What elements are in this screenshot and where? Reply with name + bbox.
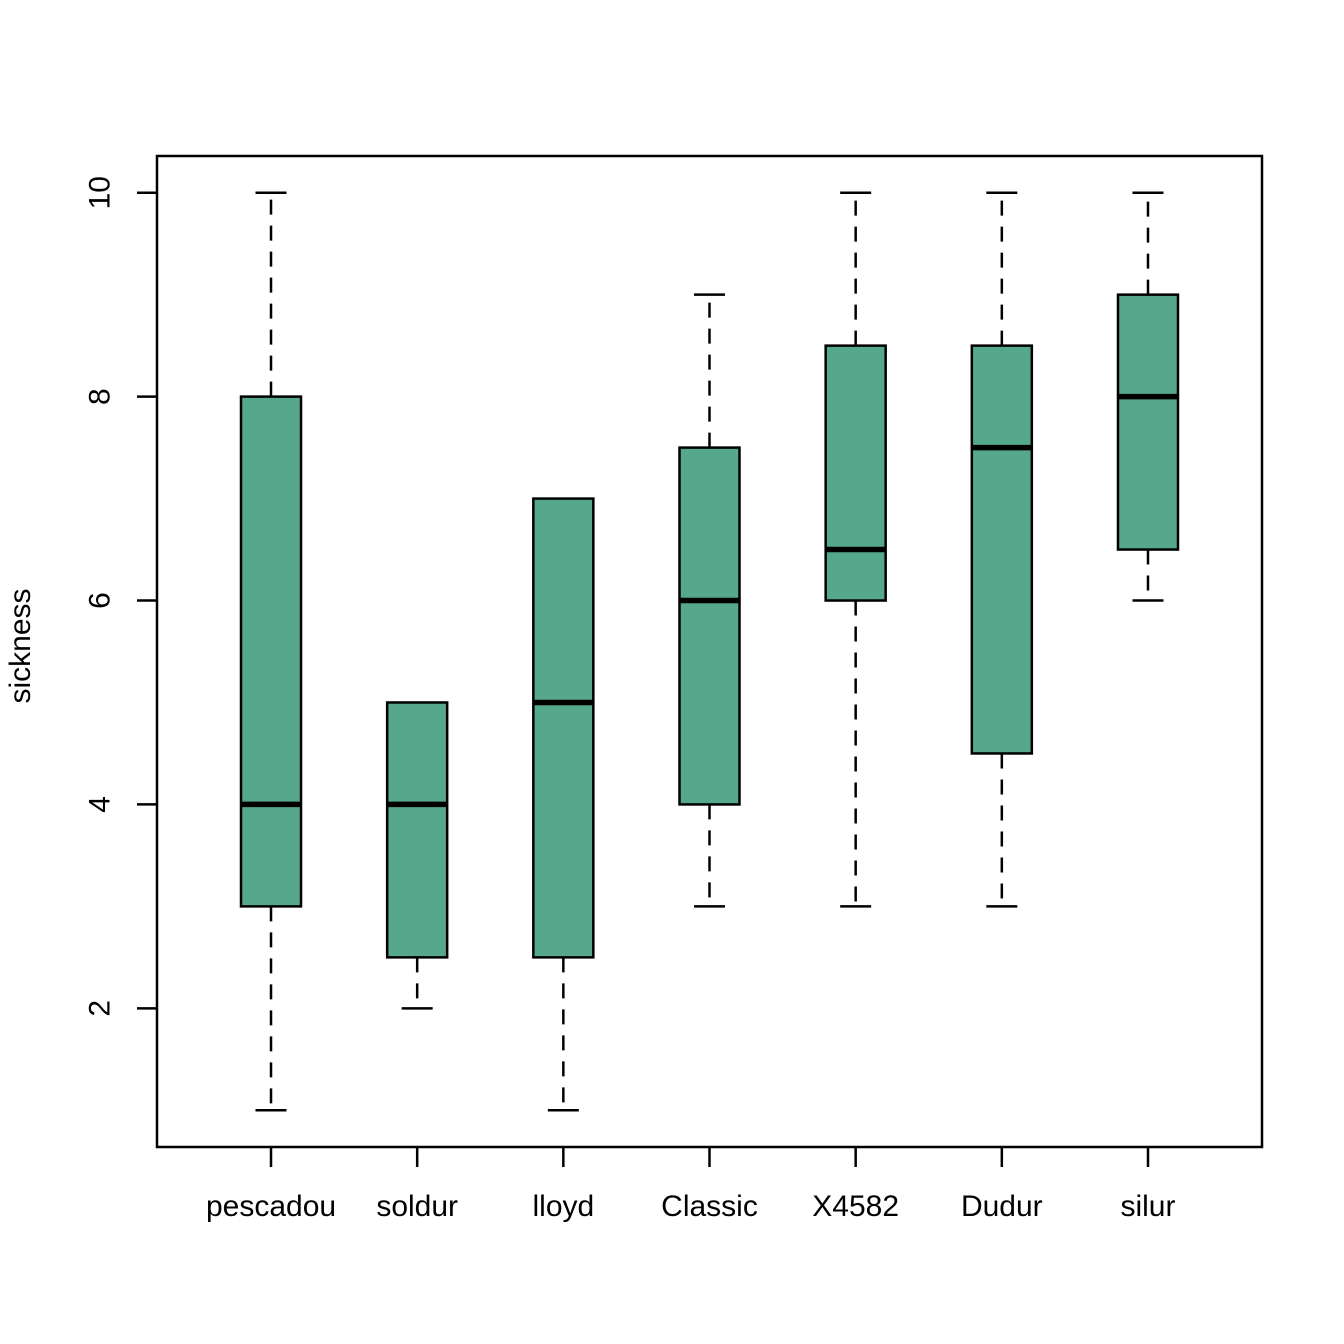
box-soldur [385,701,449,959]
x-tick-label: lloyd [532,1190,594,1223]
box-X4582 [824,344,887,602]
box-lloyd [532,497,595,959]
box-Dudur [970,344,1034,755]
y-tick-label: 8 [84,388,117,405]
x-tick-label: Classic [661,1190,758,1223]
box-Classic [678,446,741,806]
box-silur [1116,293,1180,551]
box-pescadou [239,395,303,908]
x-tick-label: Dudur [961,1190,1043,1223]
x-tick-label: soldur [376,1190,458,1223]
y-axis-title: sickness [4,588,37,703]
x-tick-label: silur [1120,1190,1175,1223]
x-tick-label: pescadou [206,1190,336,1223]
x-tick-label: X4582 [812,1190,899,1223]
y-tick-label: 2 [84,1000,117,1017]
y-tick-label: 6 [84,592,117,609]
y-tick-label: 10 [84,176,117,209]
plot-layer: 2 4 6 8 10 pescadou soldur lloyd Classic X4582 Dud… [84,176,1180,1223]
y-tick-label: 4 [84,796,117,813]
